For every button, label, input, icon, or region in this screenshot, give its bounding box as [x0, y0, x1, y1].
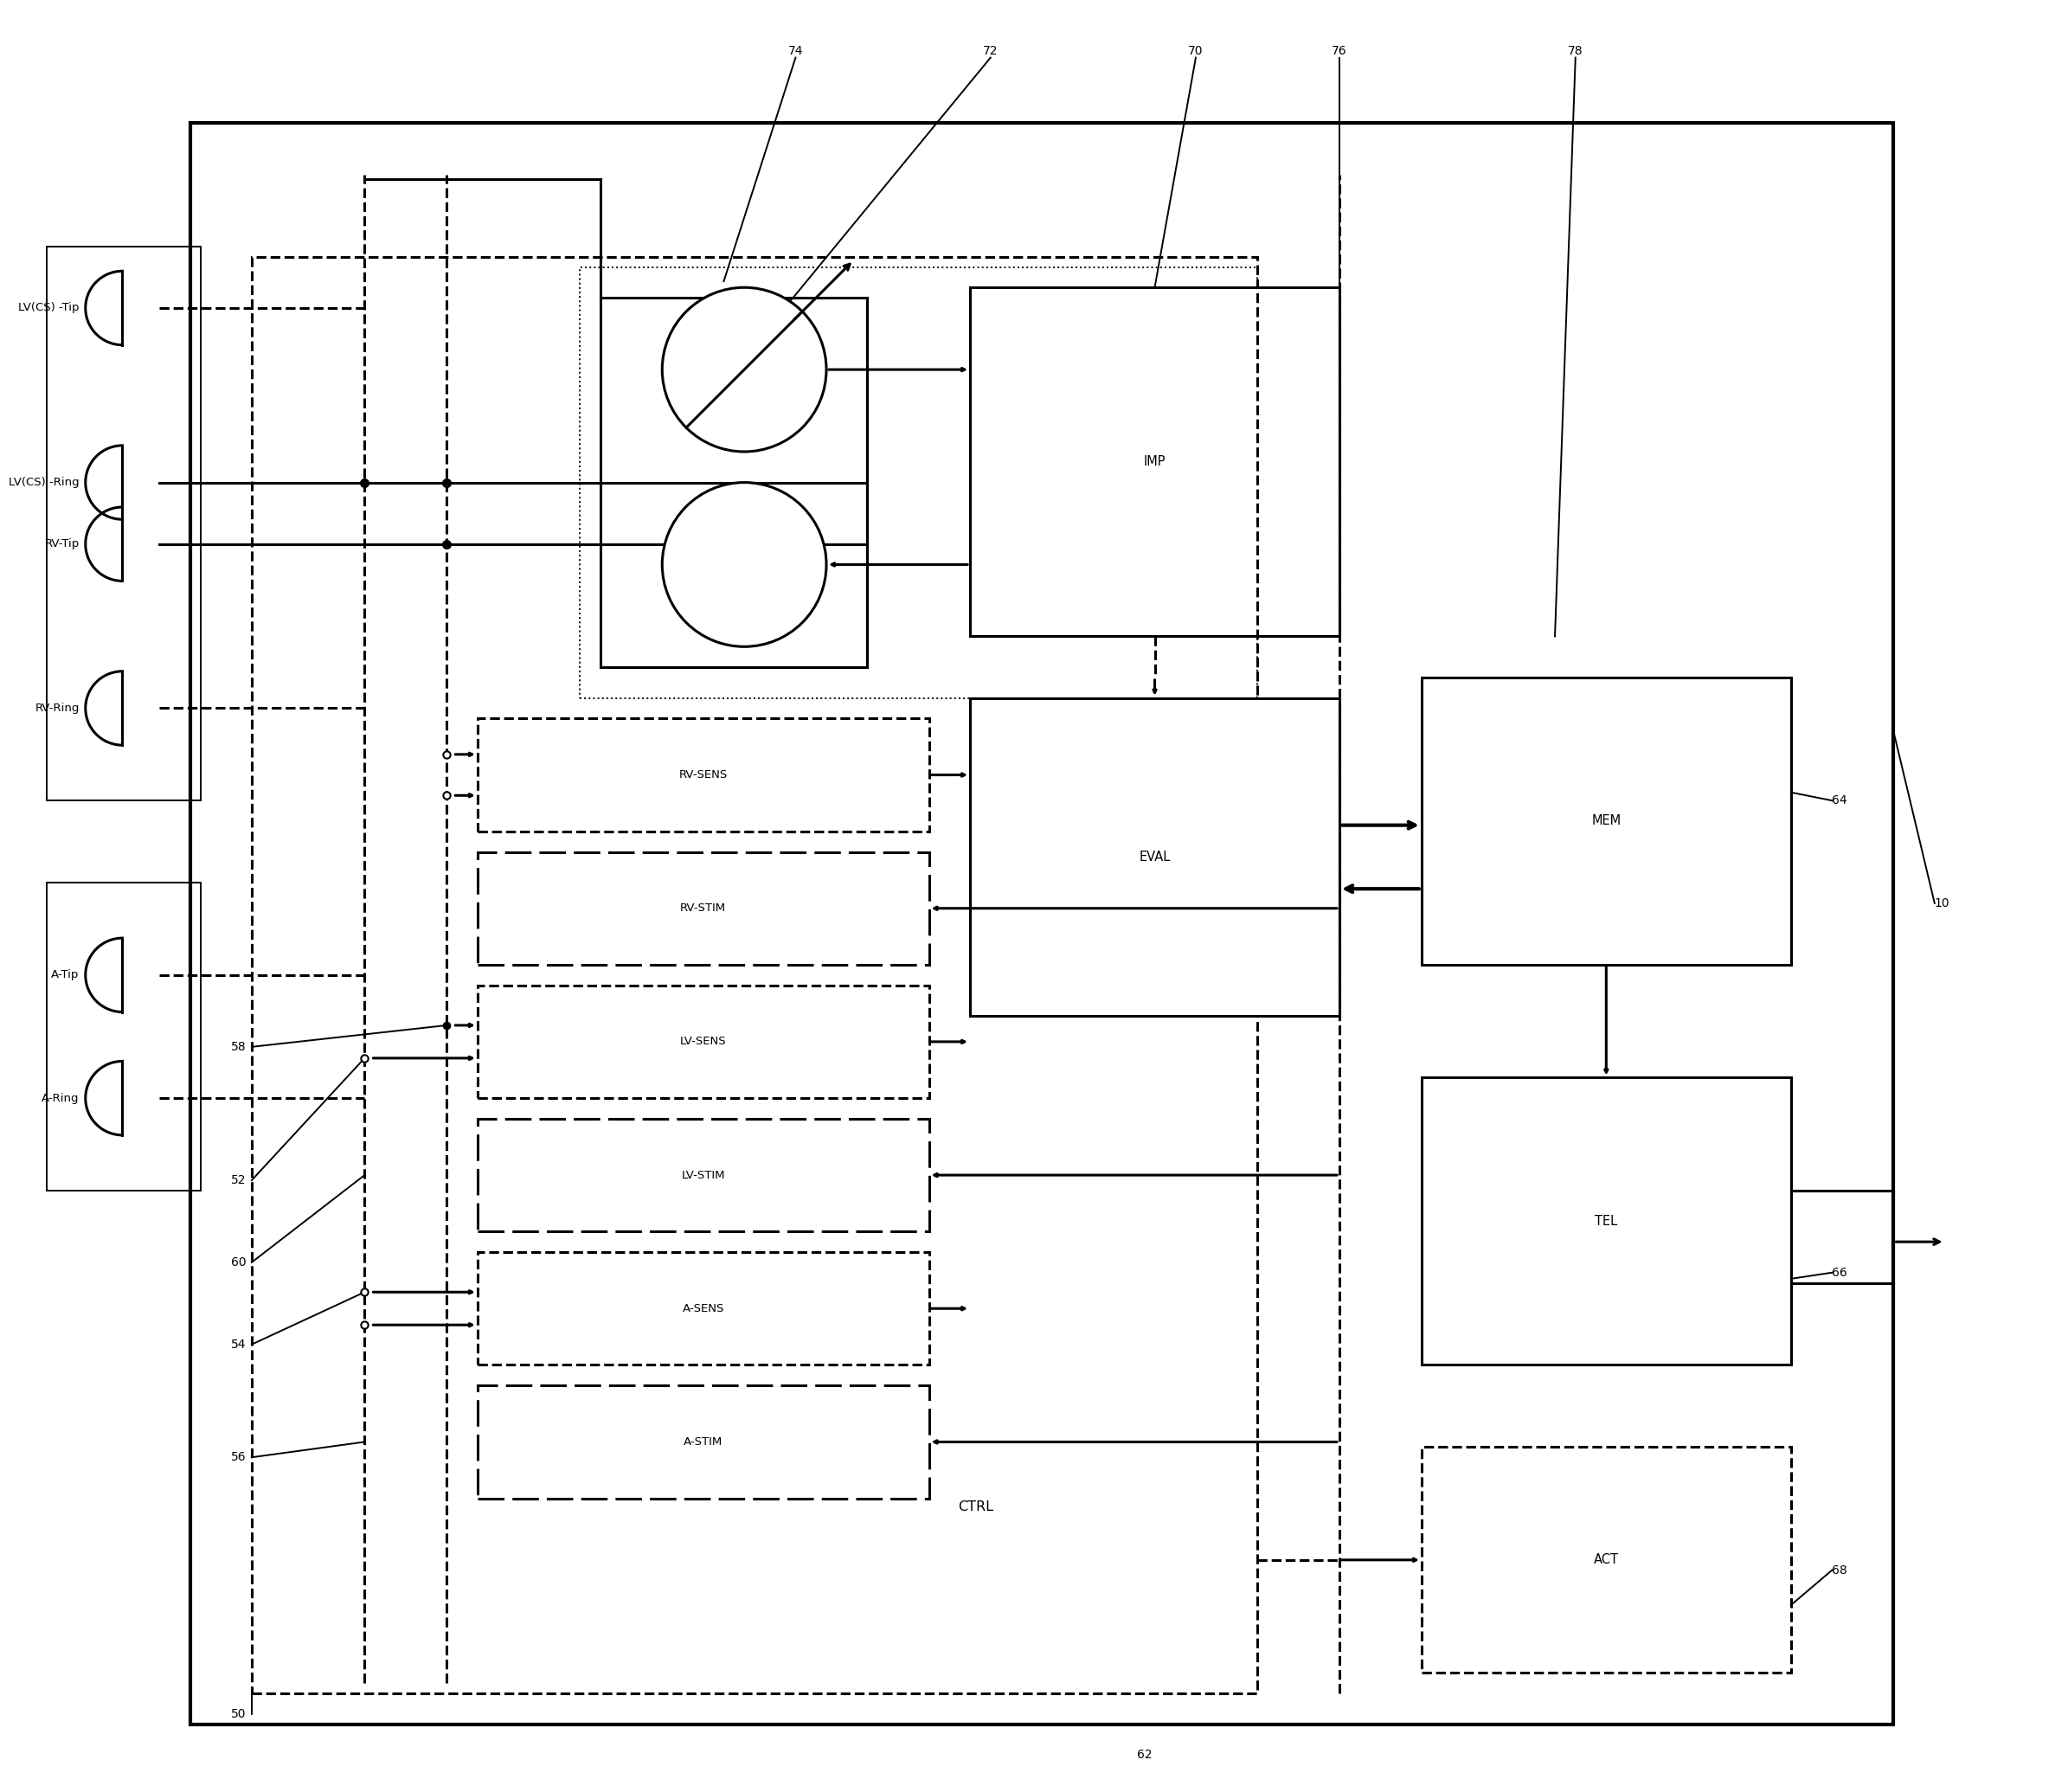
Text: TEL: TEL — [1594, 1215, 1617, 1228]
Text: 72: 72 — [982, 45, 999, 57]
Text: LV(CS) -Ring: LV(CS) -Ring — [8, 477, 79, 487]
Text: LV-STIM: LV-STIM — [680, 1170, 726, 1181]
Bar — [478, 1118, 929, 1231]
Bar — [252, 256, 1257, 1693]
Text: 76: 76 — [1332, 45, 1346, 57]
Bar — [1421, 1077, 1791, 1366]
Text: CTRL: CTRL — [957, 1500, 993, 1512]
Text: A-Ring: A-Ring — [41, 1093, 79, 1104]
Bar — [600, 297, 866, 667]
Text: 62: 62 — [1137, 1749, 1152, 1762]
Bar — [1421, 677, 1791, 964]
Bar — [478, 986, 929, 1098]
Text: 70: 70 — [1189, 45, 1204, 57]
Text: RV-Ring: RV-Ring — [35, 702, 79, 713]
Text: ACT: ACT — [1594, 1554, 1619, 1566]
Text: 54: 54 — [232, 1339, 246, 1351]
Text: MEM: MEM — [1592, 815, 1621, 828]
Text: 60: 60 — [232, 1256, 246, 1269]
Bar — [45, 247, 201, 801]
Bar — [190, 124, 1894, 1724]
Text: LV(CS) -Tip: LV(CS) -Tip — [19, 303, 79, 314]
Text: A-Tip: A-Tip — [52, 969, 79, 980]
Circle shape — [662, 482, 827, 647]
Text: 50: 50 — [232, 1708, 246, 1720]
Text: 66: 66 — [1832, 1267, 1847, 1279]
Circle shape — [662, 287, 827, 452]
Bar — [478, 1253, 929, 1366]
Text: 10: 10 — [1934, 898, 1950, 909]
Text: 64: 64 — [1832, 794, 1847, 806]
Text: 58: 58 — [232, 1041, 246, 1054]
Text: 52: 52 — [232, 1174, 246, 1186]
Text: EVAL: EVAL — [1139, 851, 1170, 864]
Text: RV-Tip: RV-Tip — [45, 538, 79, 550]
Text: 74: 74 — [788, 45, 802, 57]
Text: RV-SENS: RV-SENS — [678, 769, 728, 781]
Text: 78: 78 — [1568, 45, 1584, 57]
Text: LV-SENS: LV-SENS — [680, 1036, 726, 1047]
Bar — [970, 697, 1340, 1016]
Text: 56: 56 — [232, 1452, 246, 1464]
Text: RV-STIM: RV-STIM — [680, 903, 726, 914]
Bar — [579, 267, 1257, 697]
Text: 68: 68 — [1832, 1564, 1847, 1577]
Bar — [970, 287, 1340, 636]
Bar — [478, 719, 929, 831]
Text: A-STIM: A-STIM — [685, 1437, 724, 1448]
Bar — [1421, 1448, 1791, 1672]
Text: IMP: IMP — [1144, 455, 1166, 468]
Bar — [45, 883, 201, 1190]
Bar — [478, 851, 929, 964]
Text: A-SENS: A-SENS — [682, 1303, 724, 1314]
Bar — [478, 1385, 929, 1498]
